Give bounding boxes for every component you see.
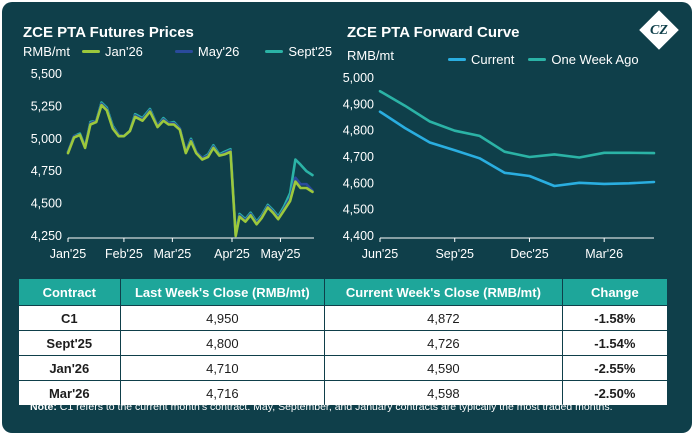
y-tick-label: 5,500 [31,67,62,81]
legend-label: One Week Ago [551,52,639,67]
table-row: Sept'25 4,800 4,726 -1.54% [18,330,669,356]
x-tick-label: Mar'26 [585,247,623,261]
cell-change: -2.50% [561,380,669,406]
cell-contract: C1 [18,305,121,331]
legend-label: May'26 [197,44,240,59]
right-chart-unit: RMB/mt [347,48,394,63]
cell-contract: Mar'26 [18,380,121,406]
legend-swatch [82,50,100,53]
legend-item-jan26: Jan'26 [82,44,143,59]
y-tick-label: 4,400 [343,229,374,243]
futures-prices-chart: 5,500 5,250 5,000 4,750 4,500 4,250 Jan'25 Feb'… [31,67,314,261]
y-tick-label: 4,250 [31,229,62,243]
cell-last-week: 4,950 [119,305,326,331]
left-chart-unit: RMB/mt [23,44,70,59]
y-tick-label: 4,500 [343,203,374,217]
right-chart-legend: Current One Week Ago [448,52,647,67]
column-header-change: Change [561,278,669,306]
left-chart-legend: Jan'26 May'26 Sept'25 [82,44,340,59]
y-tick-label: 4,700 [343,150,374,164]
x-tick-label: May'25 [261,247,301,261]
cell-current-week: 4,590 [324,355,563,381]
x-tick-label: Jan'25 [50,247,86,261]
column-header-last-week: Last Week's Close (RMB/mt) [119,278,326,306]
series-line [66,103,314,238]
x-tick-label: Dec'25 [510,247,549,261]
x-tick-label: Feb'25 [105,247,143,261]
cell-contract: Sept'25 [18,330,121,356]
cell-contract: Jan'26 [18,355,121,381]
x-tick-label: Apr'25 [214,247,250,261]
y-tick-label: 4,900 [343,97,374,111]
forward-curve-chart: 5,000 4,900 4,800 4,700 4,600 4,500 4,400 Jun'2… [343,71,656,261]
cell-current-week: 4,872 [324,305,563,331]
cell-change: -1.54% [561,330,669,356]
column-header-current-week: Current Week's Close (RMB/mt) [324,278,563,306]
y-tick-label: 4,600 [343,176,374,190]
right-chart-title: ZCE PTA Forward Curve [347,24,520,41]
column-header-contract: Contract [18,278,121,306]
table-row: C1 4,950 4,872 -1.58% [18,305,669,331]
cell-change: -1.58% [561,305,669,331]
legend-item-sept25: Sept'25 [265,44,332,59]
footnote-label: Note: [30,401,57,413]
y-tick-label: 5,250 [31,99,62,113]
left-chart-title: ZCE PTA Futures Prices [23,24,194,41]
legend-item-current: Current [448,52,514,67]
legend-swatch [448,58,466,61]
y-tick-label: 4,800 [343,124,374,138]
legend-label: Jan'26 [105,44,143,59]
y-tick-label: 4,750 [31,164,62,178]
cell-last-week: 4,800 [119,330,326,356]
table-header-row: Contract Last Week's Close (RMB/mt) Curr… [18,278,669,306]
legend-label: Current [471,52,515,67]
cell-change: -2.55% [561,355,669,381]
footnote: Note: C1 refers to the current month's c… [30,400,660,414]
cell-last-week: 4,710 [119,355,326,381]
cell-current-week: 4,598 [324,380,563,406]
market-card: ZCE PTA Futures Prices RMB/mt Jan'26 May… [2,2,692,433]
price-table: Contract Last Week's Close (RMB/mt) Curr… [18,278,669,406]
x-tick-label: Mar'25 [153,247,191,261]
brand-logo-text: CZ [650,23,668,38]
cell-last-week: 4,716 [119,380,326,406]
cell-current-week: 4,726 [324,330,563,356]
legend-item-one-week-ago: One Week Ago [528,52,639,67]
legend-item-may26: May'26 [174,44,240,59]
x-tick-label: Sep'25 [435,247,474,261]
table-row: Jan'26 4,710 4,590 -2.55% [18,355,669,381]
x-tick-label: Jun'25 [362,247,398,261]
legend-swatch [528,58,547,61]
y-tick-label: 5,000 [31,132,62,146]
table-row: Mar'26 4,716 4,598 -2.50% [18,380,669,406]
footnote-text: C1 refers to the current month's contrac… [56,401,613,413]
legend-swatch [265,50,284,53]
series-line [378,110,656,188]
y-tick-label: 5,000 [343,71,374,85]
series-line [378,89,656,159]
y-tick-label: 4,500 [31,197,62,211]
legend-swatch [174,50,193,53]
legend-label: Sept'25 [288,44,333,59]
